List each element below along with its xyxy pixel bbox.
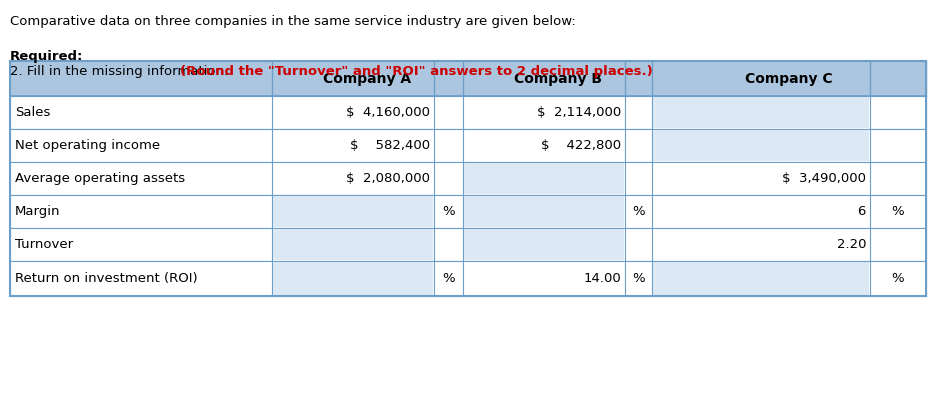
Text: $  4,160,000: $ 4,160,000 <box>346 106 430 119</box>
Text: %: % <box>442 272 455 285</box>
Text: $  2,114,000: $ 2,114,000 <box>536 106 621 119</box>
Bar <box>653 130 869 161</box>
Bar <box>10 162 926 195</box>
Text: $    582,400: $ 582,400 <box>350 139 430 152</box>
Text: %: % <box>892 205 904 218</box>
Bar <box>653 97 869 128</box>
Text: %: % <box>632 205 645 218</box>
Bar <box>273 229 433 260</box>
Bar <box>10 261 926 296</box>
Text: Company C: Company C <box>745 72 833 86</box>
Text: Sales: Sales <box>15 106 51 119</box>
Bar <box>464 196 624 227</box>
Text: Net operating income: Net operating income <box>15 139 160 152</box>
Text: %: % <box>632 272 645 285</box>
Bar <box>10 228 926 261</box>
Text: Company B: Company B <box>514 72 602 86</box>
Text: Turnover: Turnover <box>15 238 73 251</box>
Bar <box>273 262 433 295</box>
Text: Return on investment (ROI): Return on investment (ROI) <box>15 272 197 285</box>
Text: 6: 6 <box>857 205 866 218</box>
Text: $  2,080,000: $ 2,080,000 <box>346 172 430 185</box>
Bar <box>273 196 433 227</box>
Bar <box>10 129 926 162</box>
Text: %: % <box>892 272 904 285</box>
Text: Comparative data on three companies in the same service industry are given below: Comparative data on three companies in t… <box>10 15 576 28</box>
Bar <box>10 195 926 228</box>
Bar <box>10 61 926 96</box>
Text: $    422,800: $ 422,800 <box>541 139 621 152</box>
Bar <box>10 96 926 129</box>
Bar <box>464 229 624 260</box>
Bar <box>464 163 624 194</box>
Bar <box>10 61 926 296</box>
Text: %: % <box>442 205 455 218</box>
Text: 14.00: 14.00 <box>583 272 621 285</box>
Text: (Round the "Turnover" and "ROI" answers to 2 decimal places.): (Round the "Turnover" and "ROI" answers … <box>180 65 652 78</box>
Text: 2. Fill in the missing information.: 2. Fill in the missing information. <box>10 65 232 78</box>
Text: 2.20: 2.20 <box>837 238 866 251</box>
Text: Required:: Required: <box>10 50 83 63</box>
Text: $  3,490,000: $ 3,490,000 <box>782 172 866 185</box>
Text: Company A: Company A <box>324 72 412 86</box>
Bar <box>653 262 869 295</box>
Text: Margin: Margin <box>15 205 61 218</box>
Text: Average operating assets: Average operating assets <box>15 172 185 185</box>
